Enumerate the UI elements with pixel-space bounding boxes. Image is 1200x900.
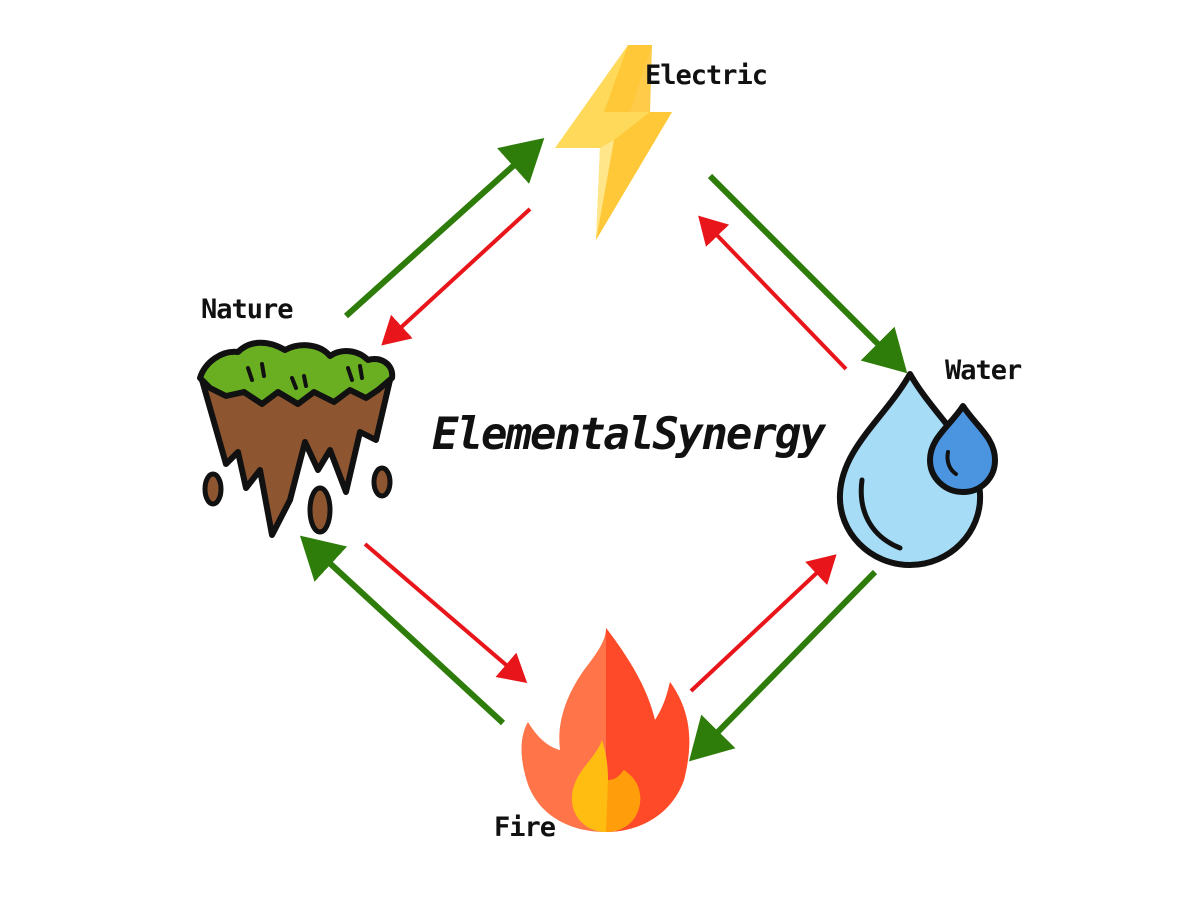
water-drop-icon: [836, 371, 998, 568]
node-label-water: Water: [945, 355, 1022, 386]
node-label-electric: Electric: [645, 60, 767, 91]
diagram-title: ElementalSynergy: [432, 409, 826, 460]
arrow-water-to-fire: [688, 569, 878, 762]
arrow-layer: [299, 137, 908, 762]
arrow-fire-to-nature: [299, 535, 506, 726]
node-label-fire: Fire: [494, 812, 556, 843]
floating-island-icon: [197, 339, 396, 538]
arrow-electric-to-nature: [381, 207, 532, 346]
node-label-nature: Nature: [201, 294, 293, 325]
lightning-bolt-icon: [555, 45, 672, 240]
arrow-nature-to-electric: [343, 137, 545, 319]
arrow-fire-to-water: [689, 554, 837, 693]
arrow-water-to-electric: [698, 215, 848, 371]
arrow-electric-to-water: [707, 173, 908, 374]
fire-flame-icon: [521, 628, 690, 832]
arrow-nature-to-fire: [363, 542, 528, 684]
